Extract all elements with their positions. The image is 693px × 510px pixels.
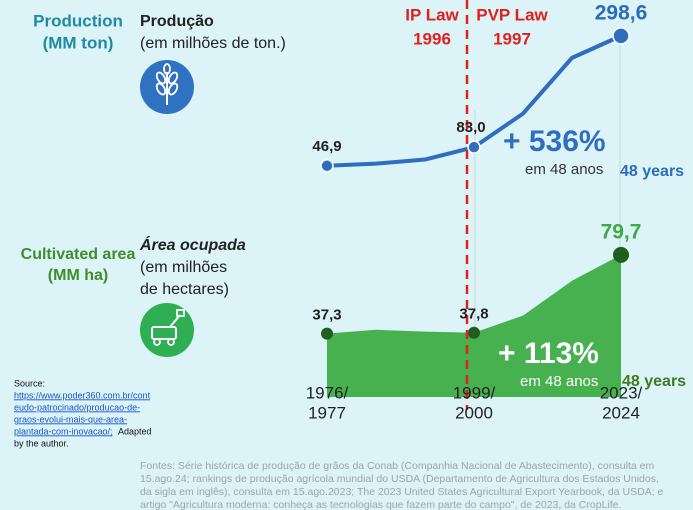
x-tick-label: 1999/ <box>453 383 496 402</box>
x-tick-label: 2024 <box>602 403 640 422</box>
production-growth-pt: em 48 anos <box>525 161 603 178</box>
footnote: Fontes: Série histórica de produção de g… <box>140 460 654 472</box>
production-label-pt: Produção <box>140 13 214 30</box>
x-tick-label: 2023/ <box>600 383 643 402</box>
production-value-label: 46,9 <box>312 138 341 155</box>
area-value-label: 37,8 <box>459 306 488 323</box>
production-point <box>320 159 334 173</box>
area-fill <box>327 254 621 397</box>
area-point <box>468 326 480 339</box>
footnote: 15.ago.24; rankings de produção agrícola… <box>140 473 659 485</box>
production-label: (MM ton) <box>43 33 114 52</box>
area-label: (MM ha) <box>48 267 108 284</box>
area-value-label: 79,7 <box>601 220 642 243</box>
x-tick-label: 1976/ <box>306 383 349 402</box>
area-growth-pt: em 48 anos <box>520 373 598 390</box>
area-label-pt: Área ocupada <box>139 235 246 254</box>
pvp-law: 1997 <box>493 29 531 48</box>
source-text: Source: <box>14 378 45 388</box>
production-point <box>612 27 630 45</box>
area-point <box>321 327 333 340</box>
production-years: 48 years <box>620 163 684 180</box>
area-label: Cultivated area <box>21 246 136 263</box>
area-years: 48 years <box>622 373 686 390</box>
production-value-label: 298,6 <box>595 1 648 24</box>
area-growth: + 113% <box>498 337 599 370</box>
tractor-icon <box>140 303 194 357</box>
area-label-pt: (em milhões <box>140 259 227 276</box>
production-label: Production <box>33 11 123 30</box>
production-point <box>467 140 481 154</box>
area-value-label: 37,3 <box>312 307 341 324</box>
source-link: plantada-com-inovacao/; <box>14 426 113 436</box>
production-value-label: 83,0 <box>456 119 485 136</box>
source-text: Adapted <box>118 426 152 436</box>
production-growth: + 536% <box>503 125 606 158</box>
ip-law: 1996 <box>413 29 451 48</box>
source-link: https://www.poder360.com.br/cont <box>14 390 151 400</box>
source-link: eudo-patrocinado/producao-de- <box>14 402 140 412</box>
wheat-icon <box>140 60 194 114</box>
x-tick-label: 2000 <box>455 403 493 422</box>
ip-law: IP Law <box>405 5 459 24</box>
production-label-pt: (em milhões de ton.) <box>140 35 286 52</box>
x-tick-label: 1977 <box>308 403 346 422</box>
pvp-law: PVP Law <box>476 5 548 24</box>
area-point <box>613 246 629 263</box>
source-link: graos-evolui-mais-que-area- <box>14 414 127 424</box>
footnote: artigo "Agricultura moderna: conheça as … <box>140 499 621 510</box>
marks <box>320 27 630 397</box>
area-label-pt: de hectares) <box>140 281 229 298</box>
footnote: da sigla em inglês), consulta em 15.ago.… <box>140 486 664 498</box>
source-text: by the author. <box>14 438 69 448</box>
